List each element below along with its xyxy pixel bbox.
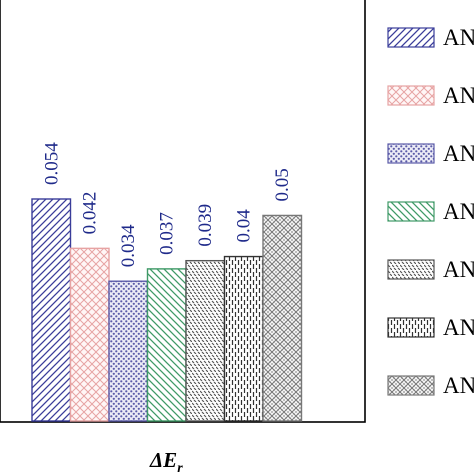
bar-4 — [146, 268, 187, 422]
legend: AN AN AN AN AN AN AN — [387, 25, 474, 398]
value-label-6: 0.04 — [234, 209, 255, 243]
legend-swatch-7 — [387, 375, 435, 396]
bar-5 — [185, 259, 226, 422]
legend-label-5: AN — [443, 257, 474, 282]
value-label-group: 0.054 0.042 0.034 0.037 0.039 0.04 0.05 — [41, 142, 293, 267]
legend-label-6: AN — [443, 315, 474, 340]
value-label-2: 0.042 — [80, 192, 101, 235]
legend-label-4: AN — [443, 199, 474, 224]
bar-group — [31, 198, 303, 422]
bar-2 — [69, 247, 110, 422]
legend-swatch-4 — [387, 201, 435, 222]
bar-6 — [223, 255, 264, 422]
value-label-5: 0.039 — [195, 204, 216, 247]
value-label-4: 0.037 — [157, 212, 178, 255]
legend-swatch-3 — [387, 143, 435, 164]
bar-7 — [262, 214, 303, 422]
value-label-3: 0.034 — [118, 224, 139, 267]
legend-label-2: AN — [443, 83, 474, 108]
bar-1 — [31, 198, 72, 422]
legend-swatch-2 — [387, 85, 435, 106]
legend-label-3: AN — [443, 141, 474, 166]
legend-swatch-6 — [387, 317, 435, 338]
legend-label-1: AN — [443, 25, 474, 50]
x-tick-label: ΔEr — [149, 448, 183, 474]
value-label-1: 0.054 — [41, 142, 62, 185]
legend-label-7: AN — [443, 373, 474, 398]
value-label-7: 0.05 — [272, 168, 293, 201]
plot-frame — [0, 0, 366, 423]
legend-swatch-5 — [387, 259, 435, 280]
legend-swatch-1 — [387, 27, 435, 48]
bar-3 — [108, 280, 149, 422]
